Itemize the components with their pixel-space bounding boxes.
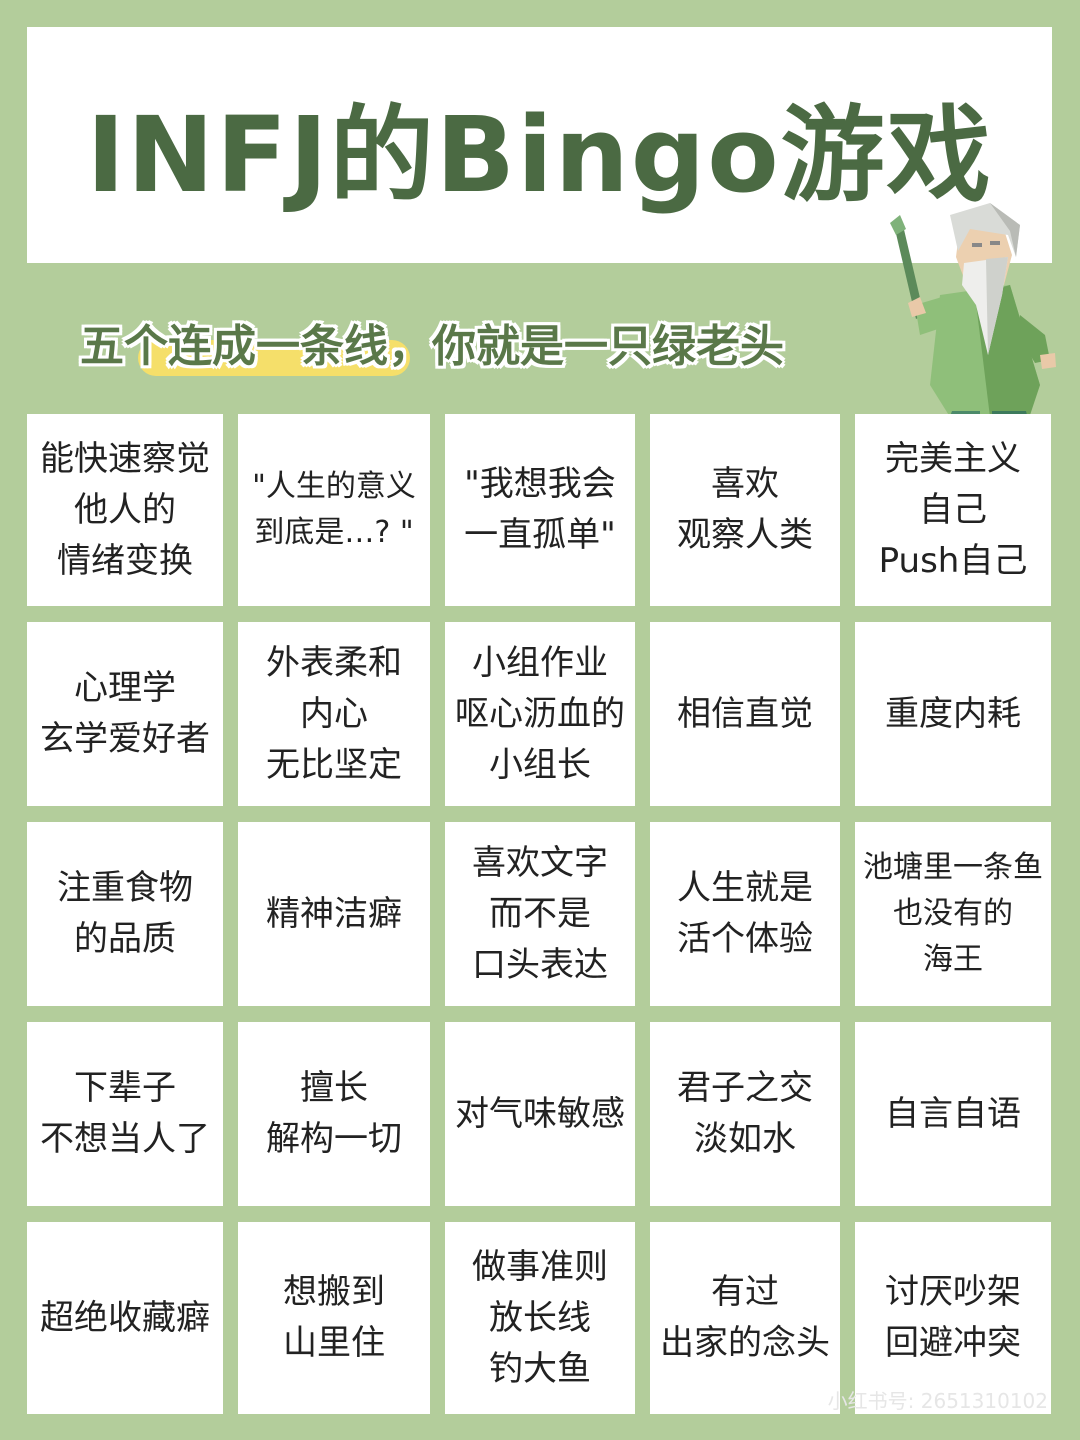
bingo-cell[interactable]: 做事准则 放长线 钓大鱼: [445, 1222, 635, 1414]
subtitle-highlight: [138, 340, 410, 376]
bingo-cell[interactable]: 精神洁癖: [238, 822, 430, 1006]
bingo-cell[interactable]: 人生就是 活个体验: [650, 822, 840, 1006]
bingo-cell[interactable]: 喜欢文字 而不是 口头表达: [445, 822, 635, 1006]
bingo-cell[interactable]: 擅长 解构一切: [238, 1022, 430, 1206]
old-wizard-icon: [890, 203, 1056, 427]
bingo-cell[interactable]: 君子之交 淡如水: [650, 1022, 840, 1206]
bingo-cell[interactable]: 完美主义 自己 Push自己: [855, 414, 1051, 606]
watermark: 小红书号: 2651310102: [827, 1389, 1048, 1413]
bingo-cell[interactable]: 对气味敏感: [445, 1022, 635, 1206]
bingo-cell[interactable]: 下辈子 不想当人了: [27, 1022, 223, 1206]
bingo-cell[interactable]: 注重食物 的品质: [27, 822, 223, 1006]
subtitle-banner: 五个连成一条线，你就是一只绿老头: [80, 300, 940, 380]
subtitle: 五个连成一条线，你就是一只绿老头: [80, 321, 784, 372]
bingo-cell[interactable]: "我想我会 一直孤单": [445, 414, 635, 606]
bingo-cell[interactable]: 池塘里一条鱼 也没有的 海王: [855, 822, 1051, 1006]
bingo-cell[interactable]: 能快速察觉 他人的 情绪变换: [27, 414, 223, 606]
bingo-cell[interactable]: "人生的意义 到底是…? ": [238, 414, 430, 606]
bingo-cell[interactable]: 心理学 玄学爱好者: [27, 622, 223, 806]
bingo-cell[interactable]: 重度内耗: [855, 622, 1051, 806]
bingo-cell[interactable]: 喜欢 观察人类: [650, 414, 840, 606]
title-card: INFJ的Bingo游戏: [27, 27, 1052, 263]
bingo-cell[interactable]: 讨厌吵架 回避冲突: [855, 1222, 1051, 1414]
bingo-cell[interactable]: 相信直觉: [650, 622, 840, 806]
bingo-cell[interactable]: 超绝收藏癖: [27, 1222, 223, 1414]
bingo-cell[interactable]: 自言自语: [855, 1022, 1051, 1206]
bingo-cell[interactable]: 小组作业 呕心沥血的 小组长: [445, 622, 635, 806]
page-title: INFJ的Bingo游戏: [86, 93, 993, 216]
bingo-cell[interactable]: 想搬到 山里住: [238, 1222, 430, 1414]
bingo-grid: 能快速察觉 他人的 情绪变换 "人生的意义 到底是…? " "我想我会 一直孤单…: [27, 414, 1051, 1414]
bingo-cell[interactable]: 外表柔和 内心 无比坚定: [238, 622, 430, 806]
bingo-cell[interactable]: 有过 出家的念头: [650, 1222, 840, 1414]
